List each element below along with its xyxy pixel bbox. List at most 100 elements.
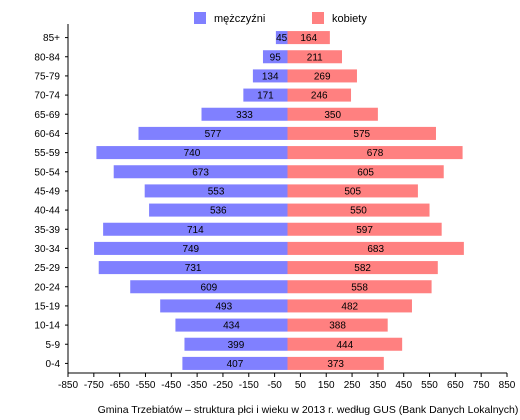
bar-men-75-79 <box>252 69 288 83</box>
x-tick-label--850: -850 <box>58 380 78 391</box>
x-tick-label--50: -50 <box>267 380 282 391</box>
bar-men-70-74 <box>243 88 288 102</box>
axes <box>65 24 508 377</box>
value-label-women-5-9: 444 <box>336 340 353 351</box>
x-tick-label--550: -550 <box>135 380 155 391</box>
value-label-men-75-79: 134 <box>262 71 279 82</box>
x-tick-label-850: 850 <box>499 380 516 391</box>
value-label-women-40-44: 550 <box>350 206 367 217</box>
value-label-men-15-19: 493 <box>216 301 233 312</box>
y-label-70-74: 70-74 <box>34 91 60 102</box>
value-label-women-10-14: 388 <box>329 321 346 332</box>
y-label-10-14: 10-14 <box>34 321 60 332</box>
chart-caption: Gmina Trzebiatów – struktura płci i wiek… <box>98 404 519 416</box>
y-label-45-49: 45-49 <box>34 186 60 197</box>
value-label-men-5-9: 399 <box>228 340 245 351</box>
bar-men-85+ <box>275 31 288 45</box>
value-label-women-60-64: 575 <box>353 129 370 140</box>
bar-women-75-79 <box>287 69 357 83</box>
y-label-65-69: 65-69 <box>34 110 60 121</box>
value-label-women-75-79: 269 <box>314 71 331 82</box>
x-tick-label-450: 450 <box>395 380 412 391</box>
bar-men-15-19 <box>160 299 288 313</box>
y-label-55-59: 55-59 <box>34 148 60 159</box>
value-label-women-15-19: 482 <box>341 301 358 312</box>
y-label-50-54: 50-54 <box>34 167 60 178</box>
y-label-0-4: 0-4 <box>46 359 61 370</box>
bar-women-0-4 <box>287 356 384 370</box>
x-tick-label-550: 550 <box>421 380 438 391</box>
bar-men-10-14 <box>175 318 288 332</box>
bar-men-0-4 <box>182 356 288 370</box>
bar-men-80-84 <box>262 50 288 64</box>
x-tick-label--750: -750 <box>84 380 104 391</box>
value-label-women-35-39: 597 <box>356 225 373 236</box>
bar-women-10-14 <box>287 318 388 332</box>
value-label-men-80-84: 95 <box>270 52 282 63</box>
x-tick-label-750: 750 <box>473 380 490 391</box>
x-axis-tick-labels: -850 -750 -650 -550 -450 -350 -250 -150 -50 50 150… <box>58 380 516 391</box>
x-tick-label--150: -150 <box>239 380 259 391</box>
y-label-25-29: 25-29 <box>34 263 60 274</box>
x-tick-label-650: 650 <box>447 380 464 391</box>
bar-men-50-54 <box>113 165 288 179</box>
value-label-men-50-54: 673 <box>192 167 209 178</box>
value-label-men-20-24: 609 <box>201 282 218 293</box>
value-label-women-0-4: 373 <box>327 359 344 370</box>
bar-women-60-64 <box>287 126 436 140</box>
y-label-30-34: 30-34 <box>34 244 60 255</box>
value-label-men-70-74: 171 <box>257 91 274 102</box>
bar-women-20-24 <box>287 280 432 294</box>
bar-women-30-34 <box>287 241 464 255</box>
y-label-75-79: 75-79 <box>34 71 60 82</box>
y-label-15-19: 15-19 <box>34 301 60 312</box>
x-tick-label--250: -250 <box>213 380 233 391</box>
value-label-women-55-59: 678 <box>367 148 384 159</box>
bar-men-30-34 <box>94 241 288 255</box>
y-label-85+: 85+ <box>43 33 60 44</box>
value-label-men-45-49: 553 <box>208 186 225 197</box>
bar-women-65-69 <box>287 107 378 121</box>
legend-label-women: kobiety <box>332 13 367 25</box>
bar-men-35-39 <box>103 222 288 236</box>
value-label-women-85+: 164 <box>300 33 317 44</box>
x-tick-label--350: -350 <box>187 380 207 391</box>
bar-women-55-59 <box>287 146 463 160</box>
bar-men-45-49 <box>144 184 288 198</box>
legend-swatch-men <box>194 12 206 24</box>
bar-men-60-64 <box>138 126 288 140</box>
y-label-20-24: 20-24 <box>34 282 60 293</box>
value-label-men-25-29: 731 <box>185 263 202 274</box>
x-tick-label--450: -450 <box>161 380 181 391</box>
bar-women-70-74 <box>287 88 352 102</box>
bar-women-40-44 <box>287 203 430 217</box>
value-label-men-85+: 45 <box>276 33 288 44</box>
value-label-men-55-59: 740 <box>184 148 201 159</box>
value-label-men-40-44: 536 <box>210 206 227 217</box>
value-label-women-50-54: 605 <box>357 167 374 178</box>
value-label-men-10-14: 434 <box>223 321 240 332</box>
bar-men-55-59 <box>96 146 288 160</box>
value-label-women-65-69: 350 <box>324 110 341 121</box>
bar-women-50-54 <box>287 165 444 179</box>
bar-women-5-9 <box>287 337 403 351</box>
bar-men-25-29 <box>98 261 288 275</box>
x-tick-label-150: 150 <box>318 380 335 391</box>
bar-men-40-44 <box>149 203 288 217</box>
value-label-women-80-84: 211 <box>307 52 323 63</box>
bar-men-65-69 <box>201 107 288 121</box>
y-label-80-84: 80-84 <box>34 52 60 63</box>
value-label-men-35-39: 714 <box>187 225 204 236</box>
legend-swatch-women <box>312 12 324 24</box>
bar-women-85+ <box>287 31 330 45</box>
y-label-40-44: 40-44 <box>34 206 60 217</box>
value-label-men-60-64: 577 <box>205 129 222 140</box>
x-tick-label-250: 250 <box>344 380 361 391</box>
y-label-5-9: 5-9 <box>46 340 61 351</box>
bar-men-20-24 <box>130 280 288 294</box>
bar-women-15-19 <box>287 299 412 313</box>
value-label-women-45-49: 505 <box>344 186 361 197</box>
bar-men-5-9 <box>184 337 288 351</box>
y-label-60-64: 60-64 <box>34 129 60 140</box>
